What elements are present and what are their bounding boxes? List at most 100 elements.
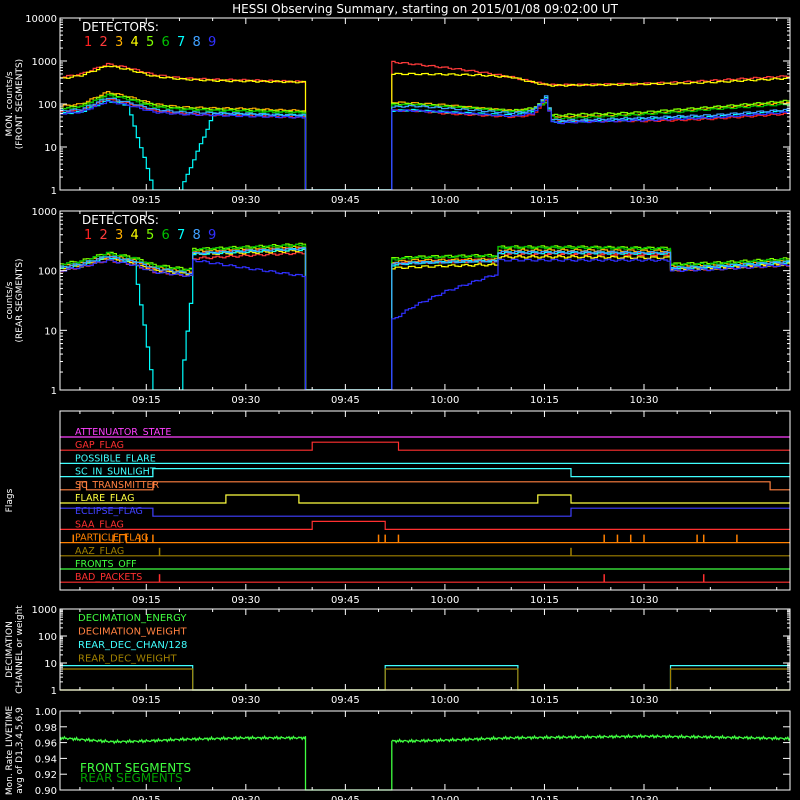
x-tick-label: 09:15: [132, 195, 161, 206]
y-tick-label: 100: [38, 267, 57, 278]
flag-row-possible_flare: POSSIBLE_FLARE: [60, 453, 790, 464]
x-tick-label: 09:45: [331, 595, 360, 606]
rear-ylabel-line: counts/s: [5, 281, 15, 319]
decimation-legend-item: DECIMATION_ENERGY: [78, 613, 187, 624]
rear-ylabel-line: (REAR SEGMENTS): [15, 258, 25, 342]
x-tick-label: 10:30: [630, 695, 659, 706]
livetime-panel: [59, 710, 791, 791]
flag-label: AAZ_FLAG: [75, 546, 124, 557]
series-8-line: [60, 95, 790, 190]
flag-label: FRONTS_OFF: [75, 559, 137, 570]
flag-row-saa_flag: SAA_FLAG: [60, 519, 790, 530]
y-tick-label: 10: [44, 659, 57, 670]
x-tick-label: 10:00: [430, 695, 459, 706]
x-tick-label: 09:45: [331, 395, 360, 406]
detector-number-6: 6: [162, 35, 170, 50]
x-tick-label: 09:45: [331, 195, 360, 206]
flag-label: BAD_PACKETS: [75, 572, 142, 583]
flag-row-aaz_flag: AAZ_FLAG: [60, 546, 790, 557]
detector-number-3: 3: [115, 35, 123, 50]
x-tick-label: 10:15: [530, 695, 559, 706]
y-tick-label: 100: [38, 100, 57, 111]
x-tick-label: 10:30: [630, 195, 659, 206]
flag-trace: [60, 507, 790, 517]
x-tick-label: 09:30: [231, 695, 260, 706]
detector-number-6: 6: [162, 228, 170, 243]
livetime-legend-item: FRONT SEGMENTS: [80, 761, 191, 775]
x-tick-label: 10:30: [630, 795, 659, 800]
flag-row-particle_flag: PARTICLE_FLAG: [60, 533, 790, 544]
detector-number-5: 5: [146, 35, 154, 50]
series-9-line: [60, 258, 790, 390]
detectors-label: DETECTORS:: [82, 213, 159, 227]
x-tick-label: 09:15: [132, 695, 161, 706]
y-tick-label: 10: [44, 143, 57, 154]
series-6-line: [60, 93, 790, 190]
x-tick-label: 10:00: [430, 395, 459, 406]
flag-row-attenuator_state: ATTENUATOR_STATE: [60, 427, 790, 438]
decimation-ylabel-line: CHANNEL or weight: [15, 605, 25, 694]
decimation-legend-item: REAR_DEC_CHAN/128: [78, 640, 187, 651]
y-tick-label: 1: [51, 186, 57, 197]
detector-number-1: 1: [84, 35, 92, 50]
detector-number-2: 2: [100, 35, 108, 50]
y-tick-label: 0.92: [35, 770, 57, 781]
x-tick-label: 09:45: [331, 695, 360, 706]
rear-series: [60, 242, 790, 390]
y-tick-label: 0.98: [35, 723, 57, 734]
y-tick-label: 0.96: [35, 739, 57, 750]
page-title: HESSI Observing Summary, starting on 201…: [232, 2, 618, 16]
x-tick-label: 10:00: [430, 795, 459, 800]
y-tick-label: 10: [44, 326, 57, 337]
panels: 09:15 09:30 09:45 10:00 10:15 10:301101001000…: [5, 14, 791, 800]
flag-label: SC_TRANSMITTER: [75, 480, 160, 491]
x-tick-label: 09:30: [231, 395, 260, 406]
flag-label: POSSIBLE_FLARE: [75, 453, 156, 464]
x-tick-label: 10:15: [530, 595, 559, 606]
flag-trace: [60, 534, 790, 544]
detectors-label: DETECTORS:: [82, 20, 159, 34]
y-tick-label: 100: [38, 632, 57, 643]
livetime-ylabel-line: avg of D1,3,4,5,6,9: [15, 707, 25, 794]
decimation-ylabel-line: DECIMATION: [5, 621, 15, 678]
flag-row-gap_flag: GAP_FLAG: [60, 440, 790, 451]
y-tick-label: 1000: [32, 605, 57, 616]
y-tick-label: 1000: [32, 57, 57, 68]
flag-trace: [60, 520, 790, 530]
flags-panel: [59, 410, 791, 591]
decimation-series-line: [60, 668, 790, 691]
x-tick-label: 09:30: [231, 795, 260, 800]
flag-trace: [60, 468, 790, 478]
x-tick-label: 10:15: [530, 395, 559, 406]
x-tick-label: 10:15: [530, 195, 559, 206]
series-8-line: [60, 247, 790, 390]
flag-trace: [60, 494, 790, 504]
front-series: [60, 60, 790, 190]
flag-row-eclipse_flag: ECLIPSE_FLAG: [60, 506, 790, 517]
flag-row-sc_transmitter: SC_TRANSMITTER: [60, 480, 790, 491]
flag-label: GAP_FLAG: [75, 440, 124, 451]
x-tick-label: 09:30: [231, 595, 260, 606]
x-tick-label: 10:30: [630, 395, 659, 406]
x-tick-label: 10:00: [430, 595, 459, 606]
flag-row-sc_in_sunlight: SC_IN_SUNLIGHT: [60, 467, 790, 478]
livetime-ylabel-line: Mon. Rate LIVETIME: [5, 706, 15, 796]
x-tick-label: 10:15: [530, 795, 559, 800]
series-6-line: [60, 243, 790, 390]
y-tick-label: 0.90: [35, 786, 57, 797]
detector-number-9: 9: [208, 35, 216, 50]
rear-segments-panel: [59, 210, 791, 391]
y-tick-label: 0.94: [35, 754, 57, 765]
detector-number-1: 1: [84, 228, 92, 243]
series-9-line: [60, 98, 790, 190]
detector-number-7: 7: [177, 35, 185, 50]
flag-label: ECLIPSE_FLAG: [75, 506, 143, 517]
decimation-legend-item: DECIMATION_WEIGHT: [78, 627, 187, 638]
detector-number-8: 8: [193, 35, 201, 50]
livetime-front-line: [59, 733, 791, 791]
detector-number-9: 9: [208, 228, 216, 243]
series-2-line: [60, 60, 790, 190]
y-tick-label: 1: [51, 386, 57, 397]
x-tick-label: 09:45: [331, 795, 360, 800]
